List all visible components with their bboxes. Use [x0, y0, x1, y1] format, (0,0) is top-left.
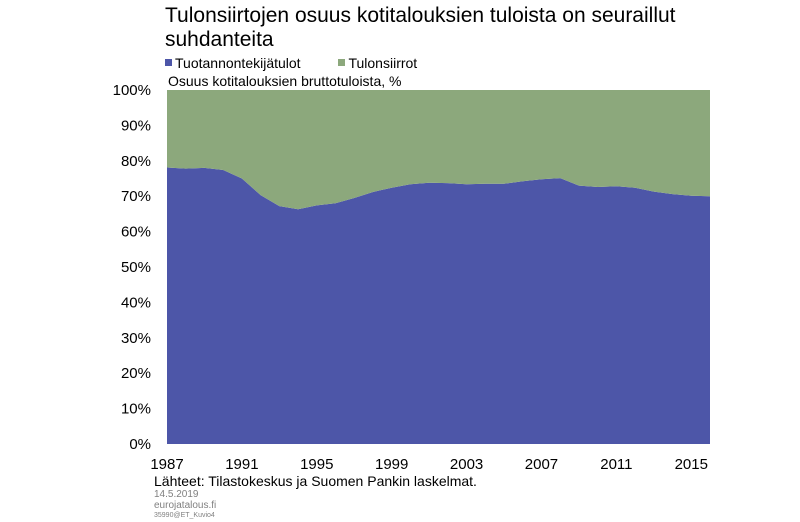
- x-tick-label: 2015: [675, 456, 708, 473]
- area-tulonsiirrot: [167, 90, 710, 210]
- x-tick-label: 1987: [150, 456, 183, 473]
- chart-title: Tulonsiirtojen osuus kotitalouksien tulo…: [165, 4, 676, 51]
- y-tick-label: 70%: [121, 188, 151, 205]
- x-tick-label: 2011: [600, 456, 632, 473]
- y-tick-label: 80%: [121, 153, 151, 170]
- x-axis-ticks: 1987 1991 1995 1999 2003 2007 2011 2015: [150, 456, 708, 473]
- publish-date: 14.5.2019: [154, 489, 199, 500]
- site-name: eurojatalous.fi: [154, 500, 217, 511]
- legend: Tuotannontekijätulot Tulonsiirrot: [165, 55, 451, 71]
- y-tick-label: 50%: [121, 259, 151, 276]
- x-tick-label: 1999: [375, 456, 408, 473]
- legend-item-tuotannontekijatulot: Tuotannontekijätulot: [165, 55, 301, 71]
- legend-swatch-tulonsiirrot: [338, 59, 346, 66]
- y-tick-label: 20%: [121, 365, 151, 382]
- sources-note: Lähteet: Tilastokeskus ja Suomen Pankin …: [154, 473, 477, 489]
- y-tick-label: 40%: [121, 294, 151, 311]
- y-tick-label: 60%: [121, 224, 151, 241]
- legend-label-tulonsiirrot: Tulonsiirrot: [348, 55, 418, 71]
- legend-label-tuotannontekijatulot: Tuotannontekijätulot: [175, 55, 301, 71]
- y-tick-label: 30%: [121, 330, 151, 347]
- y-axis-label: Osuus kotitalouksien bruttotuloista, %: [168, 73, 402, 89]
- x-tick-label: 1995: [300, 456, 333, 473]
- y-tick-label: 10%: [121, 401, 151, 418]
- legend-swatch-tuotannontekijatulot: [165, 59, 172, 66]
- y-tick-label: 100%: [113, 82, 151, 99]
- y-tick-label: 90%: [121, 117, 151, 134]
- x-tick-label: 2007: [525, 456, 558, 473]
- x-tick-label: 1991: [225, 456, 258, 473]
- area-tuotannontekijatulot: [167, 167, 710, 444]
- chart-areas: [167, 90, 710, 444]
- x-tick-label: 2003: [450, 456, 483, 473]
- legend-item-tulonsiirrot: Tulonsiirrot: [338, 55, 417, 71]
- y-tick-label: 0%: [129, 436, 151, 453]
- y-axis-ticks: 0% 10% 20% 30% 40% 50% 60% 70% 80% 90% 100%: [113, 82, 151, 453]
- chart-code: 35990@ET_Kuvio4: [154, 512, 215, 519]
